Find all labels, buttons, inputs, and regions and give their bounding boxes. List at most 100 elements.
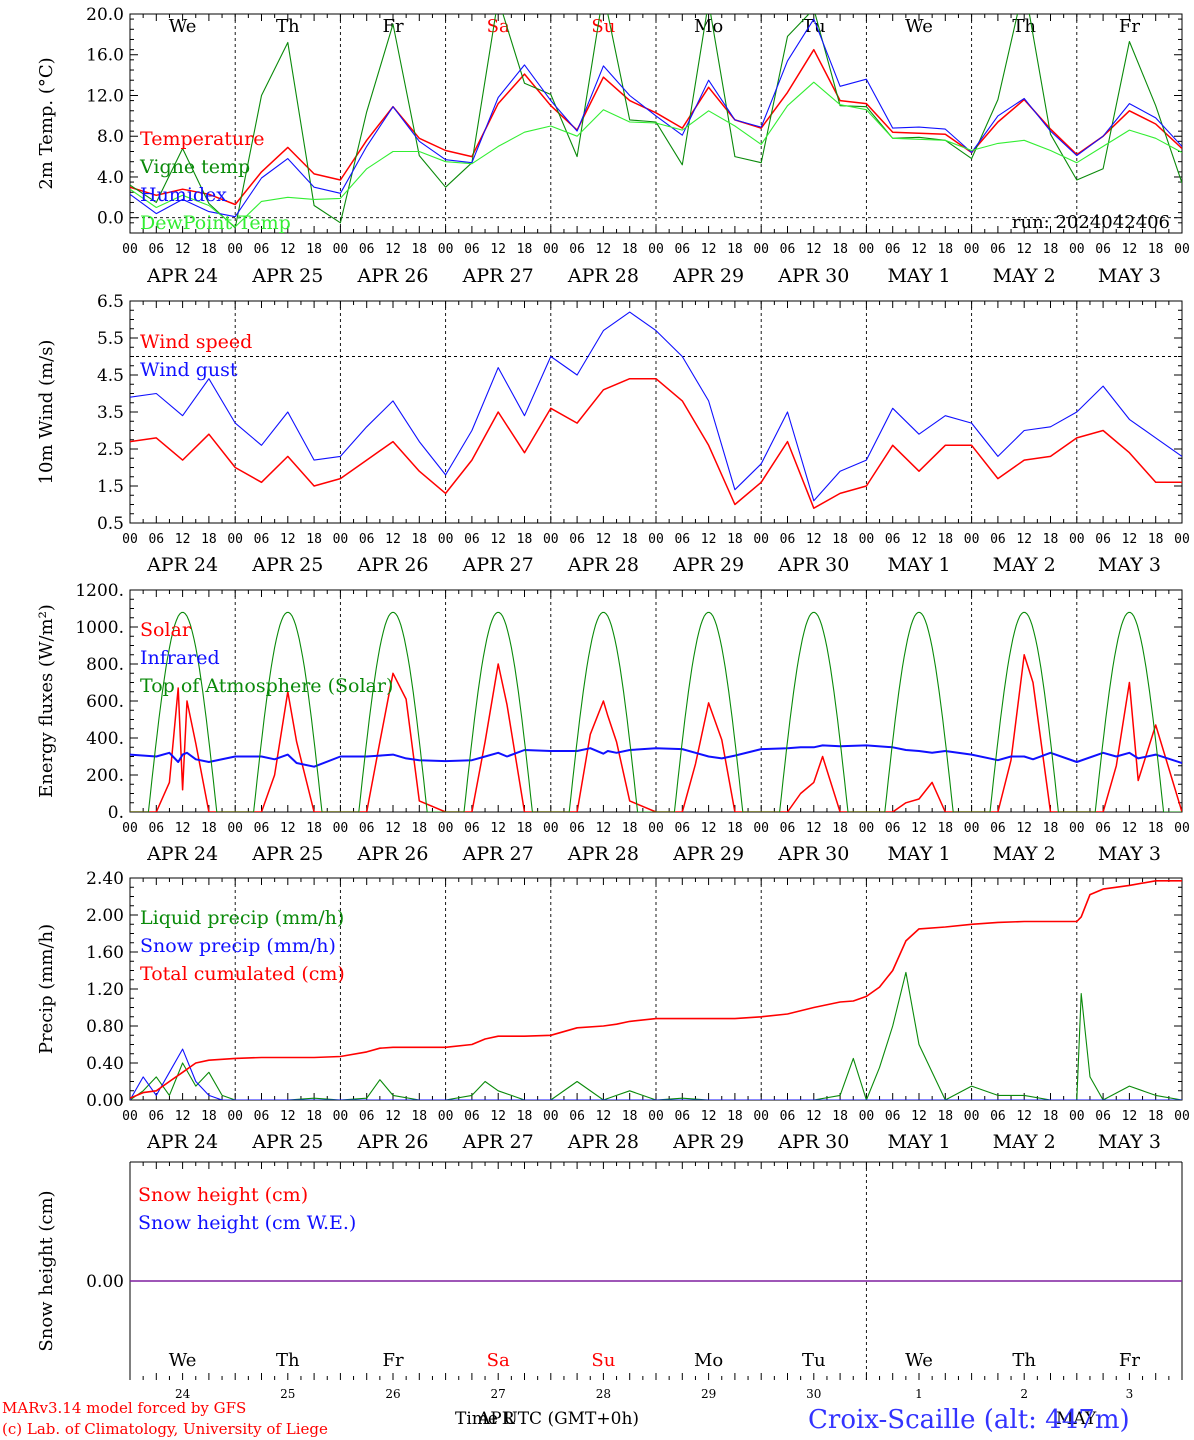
x-hour-label: 18 (201, 242, 217, 257)
x-hour-label: 12 (1016, 242, 1032, 257)
x-hour-label: 18 (832, 532, 848, 547)
day-number-label: 3 (1126, 1387, 1134, 1401)
y-tick-label: 0.40 (86, 1054, 124, 1074)
x-hour-label: 06 (885, 821, 901, 836)
x-date-label: APR 25 (251, 843, 323, 865)
x-date-label: APR 24 (146, 265, 218, 287)
x-date-label: MAY 2 (993, 843, 1056, 865)
x-hour-label: 06 (990, 821, 1006, 836)
x-hour-label: 00 (1174, 242, 1190, 257)
series-line-wind-speed (130, 377, 1182, 509)
x-hour-label: 12 (490, 821, 506, 836)
weekday-label: Mo (694, 1350, 723, 1371)
x-hour-label: 18 (1043, 242, 1059, 257)
x-hour-label: 00 (122, 1109, 138, 1124)
x-hour-label: 00 (1174, 532, 1190, 547)
x-date-label: APR 26 (356, 843, 428, 865)
x-hour-label: 00 (543, 532, 559, 547)
x-date-label: APR 28 (567, 554, 639, 576)
x-hour-label: 18 (727, 242, 743, 257)
x-hour-label: 00 (1069, 1109, 1085, 1124)
y-tick-label: 20.0 (86, 5, 124, 25)
x-hour-label: 18 (306, 821, 322, 836)
x-date-label: APR 24 (146, 1131, 218, 1153)
x-hour-label: 18 (306, 532, 322, 547)
x-hour-label: 12 (385, 821, 401, 836)
y-tick-label: 1000. (75, 618, 124, 638)
x-hour-label: 06 (1095, 532, 1111, 547)
x-hour-label: 06 (674, 242, 690, 257)
x-hour-label: 00 (543, 242, 559, 257)
series-line-infrared (130, 744, 1182, 768)
x-hour-label: 06 (990, 242, 1006, 257)
panel-2: 0.5 1.5 2.5 3.5 4.5 5.5 6.5 10m Wind (m/s) 00 06 1… (36, 292, 1190, 576)
y-tick-label: 4.5 (97, 366, 124, 386)
x-hour-label: 00 (964, 821, 980, 836)
x-hour-label: 00 (859, 532, 875, 547)
x-date-label: APR 25 (251, 265, 323, 287)
x-hour-label: 18 (1043, 1109, 1059, 1124)
day-number-label: 24 (175, 1387, 191, 1401)
x-hour-label: 00 (753, 532, 769, 547)
x-hour-label: 18 (517, 1109, 533, 1124)
panel-4: 0.00 0.40 0.80 1.20 1.60 2.00 2.40 Precip (mm/h… (36, 869, 1190, 1153)
x-hour-label: 00 (543, 821, 559, 836)
x-hour-label: 18 (411, 242, 427, 257)
x-date-label: APR 25 (251, 1131, 323, 1153)
credit-line-1: MARv3.14 model forced by GFS (2, 1399, 246, 1417)
y-tick-label: 2.00 (86, 906, 124, 926)
weekday-label: Th (276, 1350, 300, 1371)
footer: MARv3.14 model forced by GFS (c) Lab. of… (2, 1399, 1130, 1438)
x-date-label: MAY 1 (887, 265, 950, 287)
legend-entry: Solar (140, 619, 192, 641)
day-number-label: 27 (491, 1387, 506, 1401)
x-hour-label: 00 (648, 821, 664, 836)
x-date-label: APR 30 (777, 265, 849, 287)
x-hour-label: 12 (175, 821, 191, 836)
x-hour-label: 00 (648, 1109, 664, 1124)
x-hour-label: 06 (254, 821, 270, 836)
x-hour-label: 06 (780, 532, 796, 547)
x-hour-label: 12 (490, 532, 506, 547)
x-hour-label: 12 (385, 242, 401, 257)
x-date-label: MAY 2 (993, 265, 1056, 287)
x-hour-label: 18 (832, 821, 848, 836)
day-number-label: 29 (701, 1387, 716, 1401)
x-hour-label: 00 (333, 242, 349, 257)
weekday-label: Su (591, 1350, 615, 1371)
x-hour-label: 18 (411, 532, 427, 547)
panel-3: 0. 200. 400. 600. 800. 1000. 1200. Energy fluxe… (36, 581, 1190, 865)
legend-entry: Top of Atmosphere (Solar) (140, 675, 393, 697)
y-tick-label: 600. (86, 692, 124, 712)
x-date-label: APR 26 (356, 265, 428, 287)
x-hour-label: 06 (569, 1109, 585, 1124)
x-date-label: MAY 2 (993, 554, 1056, 576)
x-hour-label: 12 (911, 1109, 927, 1124)
x-hour-label: 18 (937, 821, 953, 836)
y-tick-label: 0.0 (97, 209, 124, 229)
x-hour-label: 12 (490, 1109, 506, 1124)
x-hour-label: 06 (674, 532, 690, 547)
x-date-label: MAY 2 (993, 1131, 1056, 1153)
x-hour-label: 06 (569, 242, 585, 257)
x-hour-label: 00 (1174, 821, 1190, 836)
x-hour-label: 18 (517, 532, 533, 547)
day-number-label: 1 (915, 1387, 923, 1401)
x-date-label: APR 29 (672, 265, 744, 287)
x-hour-label: 06 (885, 1109, 901, 1124)
x-hour-label: 12 (806, 1109, 822, 1124)
x-hour-label: 12 (701, 532, 717, 547)
x-date-label: APR 28 (567, 843, 639, 865)
x-hour-label: 18 (517, 821, 533, 836)
x-hour-label: 12 (385, 1109, 401, 1124)
y-tick-label: 4.0 (97, 168, 124, 188)
x-hour-label: 12 (385, 532, 401, 547)
x-hour-label: 06 (1095, 821, 1111, 836)
y-tick-label: 16.0 (86, 46, 124, 66)
x-hour-label: 12 (806, 821, 822, 836)
x-hour-label: 06 (885, 242, 901, 257)
x-hour-label: 06 (359, 821, 375, 836)
x-hour-label: 18 (832, 242, 848, 257)
x-hour-label: 06 (569, 821, 585, 836)
x-date-label: MAY 3 (1098, 843, 1161, 865)
